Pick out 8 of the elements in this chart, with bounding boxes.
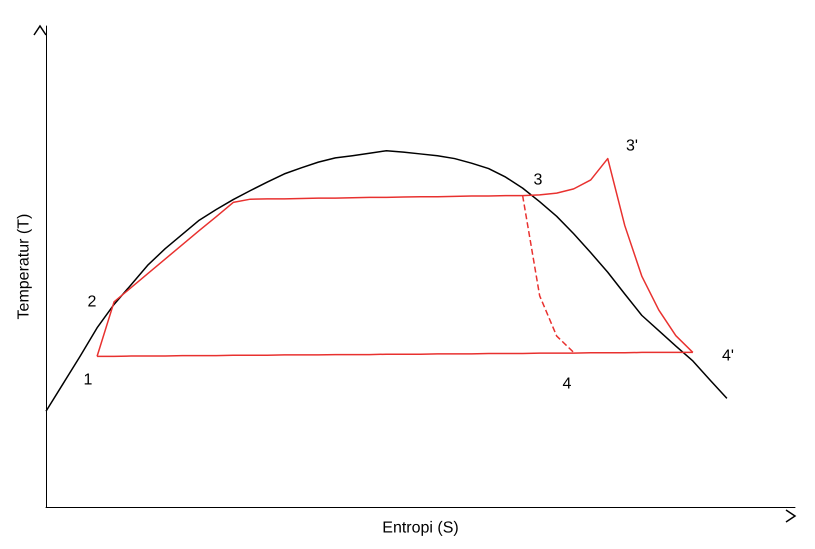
annotation: 3' — [626, 138, 638, 154]
x-axis-title: Entropi (S) — [382, 520, 459, 536]
annotation: 2 — [88, 294, 97, 310]
annotation: 4' — [722, 348, 734, 364]
annotation: 1 — [84, 372, 93, 388]
annotation: 3 — [534, 172, 543, 188]
y-axis-title: Temperatur (T) — [16, 214, 32, 320]
annotation: 4 — [562, 376, 572, 392]
